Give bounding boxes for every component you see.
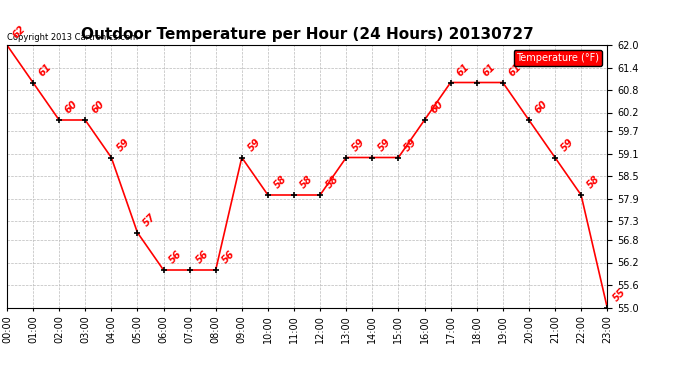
Text: 58: 58 — [324, 174, 341, 191]
Text: 62: 62 — [11, 24, 28, 41]
Legend: Temperature (°F): Temperature (°F) — [513, 50, 602, 66]
Text: 56: 56 — [168, 249, 184, 266]
Text: 61: 61 — [481, 62, 497, 78]
Text: 60: 60 — [533, 99, 550, 116]
Text: 60: 60 — [428, 99, 445, 116]
Text: 59: 59 — [115, 137, 132, 153]
Text: 61: 61 — [507, 62, 524, 78]
Text: 59: 59 — [351, 137, 367, 153]
Text: 60: 60 — [63, 99, 80, 116]
Text: 59: 59 — [559, 137, 575, 153]
Text: 56: 56 — [194, 249, 210, 266]
Text: 61: 61 — [37, 62, 54, 78]
Text: 58: 58 — [585, 174, 602, 191]
Text: 59: 59 — [377, 137, 393, 153]
Text: 60: 60 — [90, 99, 106, 116]
Title: Outdoor Temperature per Hour (24 Hours) 20130727: Outdoor Temperature per Hour (24 Hours) … — [81, 27, 533, 42]
Text: 55: 55 — [611, 287, 628, 303]
Text: 59: 59 — [402, 137, 420, 153]
Text: 57: 57 — [141, 212, 158, 228]
Text: 58: 58 — [272, 174, 288, 191]
Text: 61: 61 — [455, 62, 471, 78]
Text: 58: 58 — [298, 174, 315, 191]
Text: Copyright 2013 Cartronics.com: Copyright 2013 Cartronics.com — [7, 33, 138, 42]
Text: 56: 56 — [220, 249, 237, 266]
Text: 59: 59 — [246, 137, 263, 153]
